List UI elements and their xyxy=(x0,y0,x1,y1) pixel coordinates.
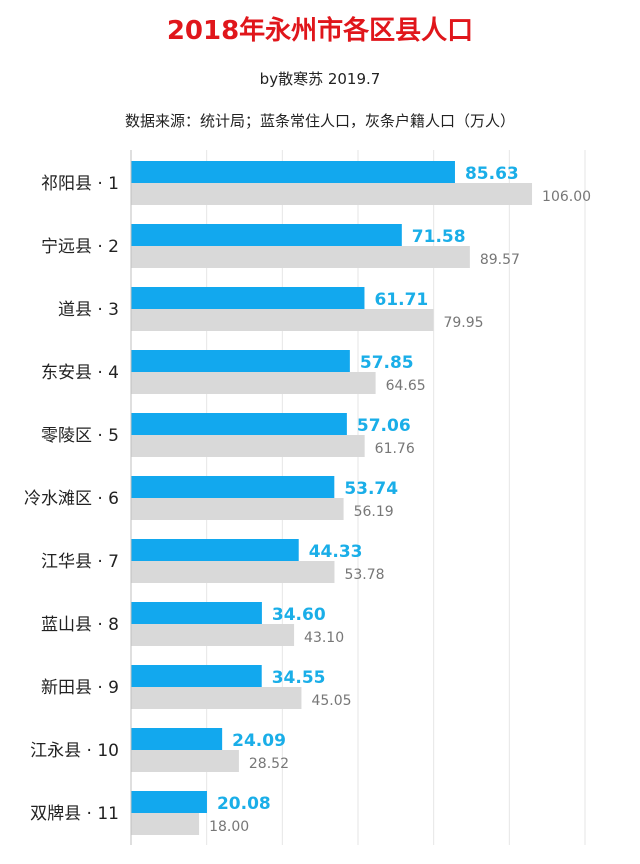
category-label: 东安县 · 4 xyxy=(41,363,119,383)
chart-title: 2018年永州市各区县人口 xyxy=(166,16,474,46)
registered-value-label: 45.05 xyxy=(311,693,351,709)
resident-bar xyxy=(131,539,299,561)
category-label: 道县 · 3 xyxy=(58,300,119,320)
registered-bar xyxy=(131,309,434,331)
registered-value-label: 64.65 xyxy=(386,378,426,394)
resident-value-label: 34.60 xyxy=(272,605,326,625)
registered-bar xyxy=(131,624,295,646)
resident-bar xyxy=(131,665,262,687)
chart-subtitle: by散寒苏 2019.7 xyxy=(259,70,381,88)
resident-value-label: 57.06 xyxy=(357,416,411,436)
category-label: 蓝山县 · 8 xyxy=(41,615,119,635)
registered-value-label: 56.19 xyxy=(354,504,394,520)
registered-bar xyxy=(131,687,302,709)
registered-value-label: 53.78 xyxy=(344,567,384,583)
resident-value-label: 44.33 xyxy=(309,542,363,562)
resident-value-label: 57.85 xyxy=(360,353,414,373)
registered-bar xyxy=(131,813,200,835)
registered-value-label: 43.10 xyxy=(304,630,344,646)
resident-value-label: 24.09 xyxy=(232,731,286,751)
resident-value-label: 34.55 xyxy=(272,668,326,688)
category-label: 零陵区 · 5 xyxy=(41,426,119,446)
category-label: 新田县 · 9 xyxy=(41,678,119,698)
registered-value-label: 79.95 xyxy=(443,315,483,331)
registered-value-label: 18.00 xyxy=(209,819,249,835)
category-label: 双牌县 · 11 xyxy=(30,804,119,824)
labels: 祁阳县 · 1 85.63 106.00 宁远县 · 2 71.58 89.57 道县 · … xyxy=(24,164,591,835)
resident-bar xyxy=(131,602,262,624)
registered-bar xyxy=(131,246,470,268)
registered-value-label: 61.76 xyxy=(375,441,415,457)
registered-bar xyxy=(131,561,335,583)
data-source-note: 数据来源：统计局；蓝条常住人口，灰条户籍人口（万人） xyxy=(124,112,515,130)
resident-bar xyxy=(131,161,455,183)
resident-bar xyxy=(131,413,347,435)
registered-value-label: 89.57 xyxy=(480,252,520,268)
registered-value-label: 106.00 xyxy=(542,189,591,205)
category-label: 冷水滩区 · 6 xyxy=(24,489,119,509)
resident-bar xyxy=(131,791,207,813)
category-label: 江华县 · 7 xyxy=(41,552,119,572)
registered-bar xyxy=(131,183,533,205)
resident-value-label: 61.71 xyxy=(374,290,428,310)
category-label: 宁远县 · 2 xyxy=(41,237,119,257)
resident-bar xyxy=(131,287,365,309)
resident-value-label: 85.63 xyxy=(465,164,519,184)
resident-bar xyxy=(131,224,402,246)
resident-bar xyxy=(131,476,335,498)
category-label: 江永县 · 10 xyxy=(30,741,119,761)
resident-bar xyxy=(131,728,223,750)
resident-value-label: 20.08 xyxy=(217,794,271,814)
category-label: 祁阳县 · 1 xyxy=(41,174,119,194)
registered-bar xyxy=(131,498,344,520)
registered-value-label: 28.52 xyxy=(249,756,289,772)
bars xyxy=(131,161,533,835)
resident-value-label: 53.74 xyxy=(344,479,398,499)
resident-value-label: 71.58 xyxy=(412,227,466,247)
resident-bar xyxy=(131,350,350,372)
registered-bar xyxy=(131,372,376,394)
registered-bar xyxy=(131,435,365,457)
registered-bar xyxy=(131,750,239,772)
